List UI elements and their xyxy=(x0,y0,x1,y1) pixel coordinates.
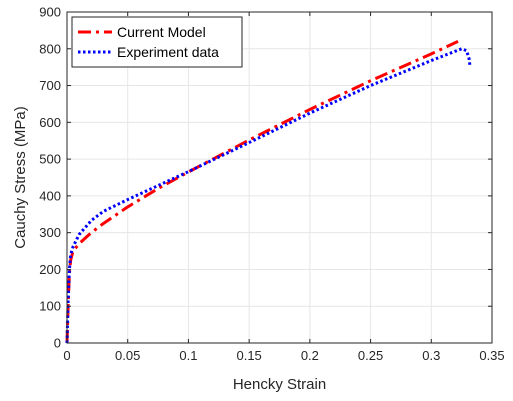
x-tick-label: 0.05 xyxy=(115,348,140,363)
legend-entry-label: Current Model xyxy=(117,24,206,40)
y-tick-label: 400 xyxy=(39,188,61,203)
y-tick-label: 300 xyxy=(39,225,61,240)
x-tick-label: 0.35 xyxy=(479,348,504,363)
y-tick-label: 600 xyxy=(39,115,61,130)
ticks: 0 0.05 0.1 0.15 0.2 0.25 0.3 0.35 0 100 200 300 400 5… xyxy=(39,5,504,364)
y-tick-label: 900 xyxy=(39,5,61,20)
grid xyxy=(67,12,492,343)
x-tick-label: 0.15 xyxy=(236,348,261,363)
y-tick-label: 500 xyxy=(39,152,61,167)
y-tick-label: 0 xyxy=(54,336,61,351)
plot-frame xyxy=(66,11,493,344)
y-tick-label: 700 xyxy=(39,78,61,93)
y-tick-label: 200 xyxy=(39,262,61,277)
series-line-current-model xyxy=(65,40,459,344)
y-axis-label: Cauchy Stress (MPa) xyxy=(12,106,29,249)
legend-box xyxy=(71,16,243,68)
x-tick-label: 0.2 xyxy=(301,348,319,363)
series-layer xyxy=(65,40,472,344)
legend: Current Model Experiment data xyxy=(71,16,243,68)
legend-entry-label: Experiment data xyxy=(117,44,219,60)
x-tick-label: 0.3 xyxy=(422,348,440,363)
x-tick-label: 0.1 xyxy=(179,348,197,363)
y-tick-label: 800 xyxy=(39,41,61,56)
y-tick-label: 100 xyxy=(39,299,61,314)
x-tick-label: 0.25 xyxy=(358,348,383,363)
x-tick-label: 0 xyxy=(63,348,70,363)
x-axis-label: Hencky Strain xyxy=(233,376,326,393)
